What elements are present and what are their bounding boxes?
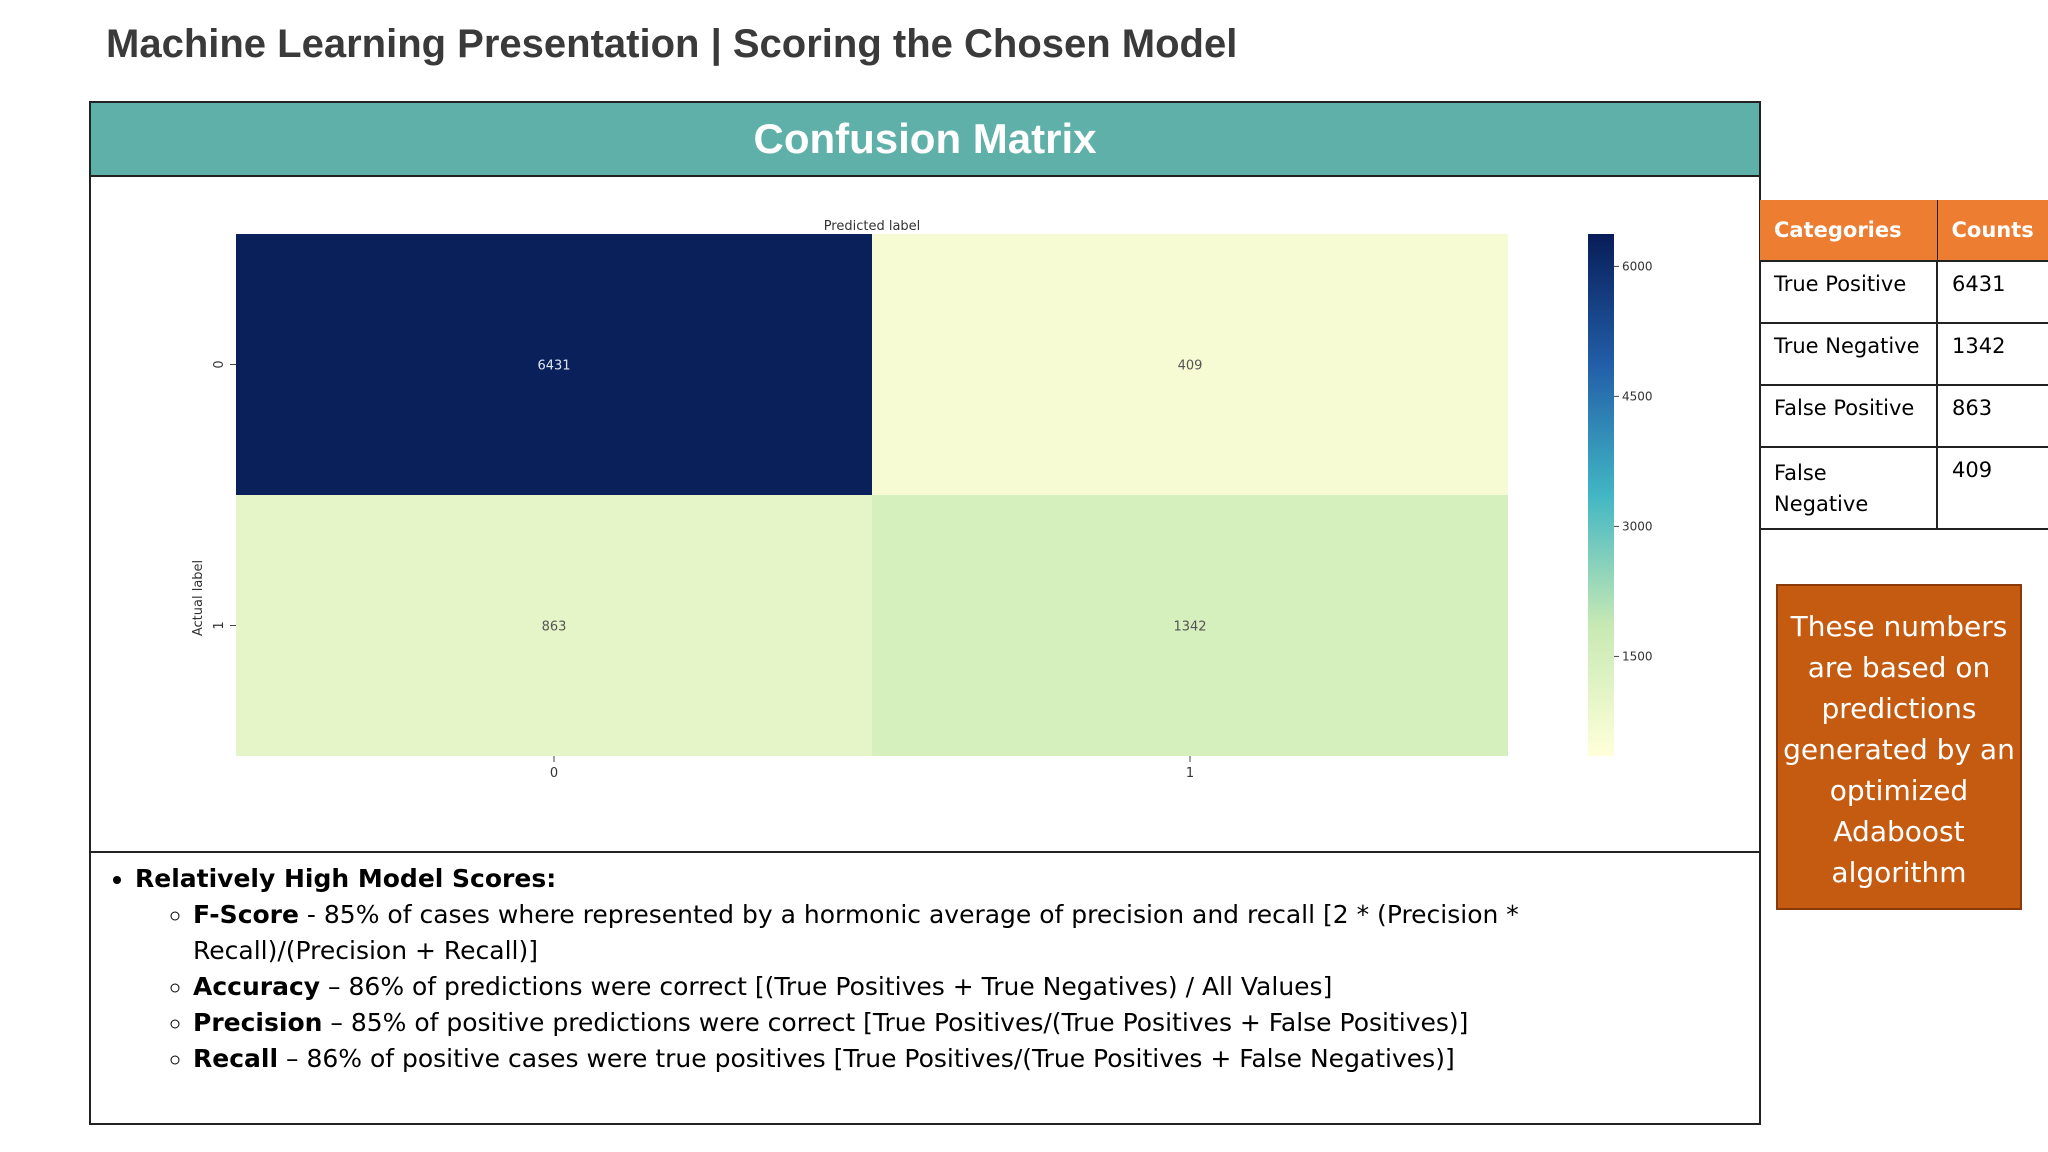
x-tick-label: 0	[550, 766, 558, 781]
colorbar	[1588, 234, 1614, 756]
category-cell: False Negative	[1760, 446, 1938, 530]
counts-table: Categories Counts True Positive 6431 Tru…	[1760, 200, 2048, 530]
colorbar-tick-label: 6000	[1622, 259, 1653, 273]
category-cell: True Positive	[1760, 260, 1938, 324]
count-cell: 1342	[1936, 322, 2048, 386]
column-header-counts: Counts	[1936, 200, 2048, 261]
note-item-precision: Precision – 85% of positive predictions …	[193, 1005, 1729, 1041]
cell-value-label: 409	[1178, 359, 1203, 374]
table-row: False Positive 863	[1760, 384, 2048, 448]
table-row: True Positive 6431	[1760, 260, 2048, 324]
colorbar-tick-label: 4500	[1622, 389, 1653, 403]
confusion-matrix-heatmap: Predicted label Actual label 6431 409 863 1…	[191, 219, 1653, 781]
y-tick-label: 0	[212, 360, 227, 368]
category-cell: False Positive	[1760, 384, 1938, 448]
cell-value-label: 863	[542, 620, 567, 635]
table-row: True Negative 1342	[1760, 322, 2048, 386]
cell-value-label: 6431	[537, 359, 570, 374]
heatmap-cell	[236, 495, 872, 756]
count-cell: 863	[1936, 384, 2048, 448]
panel-header: Confusion Matrix	[91, 103, 1759, 177]
count-cell: 409	[1936, 446, 2048, 530]
colorbar-tick-label: 3000	[1622, 519, 1653, 533]
note-item-fscore: F-Score - 85% of cases where represented…	[193, 897, 1729, 969]
table-header-row: Categories Counts	[1760, 200, 2048, 261]
count-cell: 6431	[1936, 260, 2048, 324]
notes-heading: Relatively High Model Scores: F-Score - …	[135, 861, 1729, 1077]
y-axis-label: Actual label	[191, 560, 206, 636]
heatmap-cell	[236, 234, 872, 495]
table-row: False Negative 409	[1760, 446, 2048, 530]
y-tick-label: 1	[212, 621, 227, 629]
column-header-categories: Categories	[1760, 200, 1938, 261]
category-cell: True Negative	[1760, 322, 1938, 386]
colorbar-tick-label: 1500	[1622, 649, 1653, 663]
cell-value-label: 1342	[1173, 620, 1206, 635]
heatmap-cell	[872, 234, 1508, 495]
confusion-matrix-panel: Confusion Matrix Predicted label Actual …	[89, 101, 1761, 1125]
note-item-accuracy: Accuracy – 86% of predictions were corre…	[193, 969, 1729, 1005]
x-axis-label: Predicted label	[824, 219, 921, 234]
heatmap-chart-area: Predicted label Actual label 6431 409 863 1…	[91, 177, 1759, 853]
note-item-recall: Recall – 86% of positive cases were true…	[193, 1041, 1729, 1077]
slide-title: Machine Learning Presentation | Scoring …	[106, 22, 1238, 66]
model-score-notes: Relatively High Model Scores: F-Score - …	[91, 853, 1759, 1077]
algorithm-note-box: These numbers are based on predictions g…	[1776, 584, 2022, 910]
heatmap-cell	[872, 495, 1508, 756]
x-tick-label: 1	[1186, 766, 1194, 781]
